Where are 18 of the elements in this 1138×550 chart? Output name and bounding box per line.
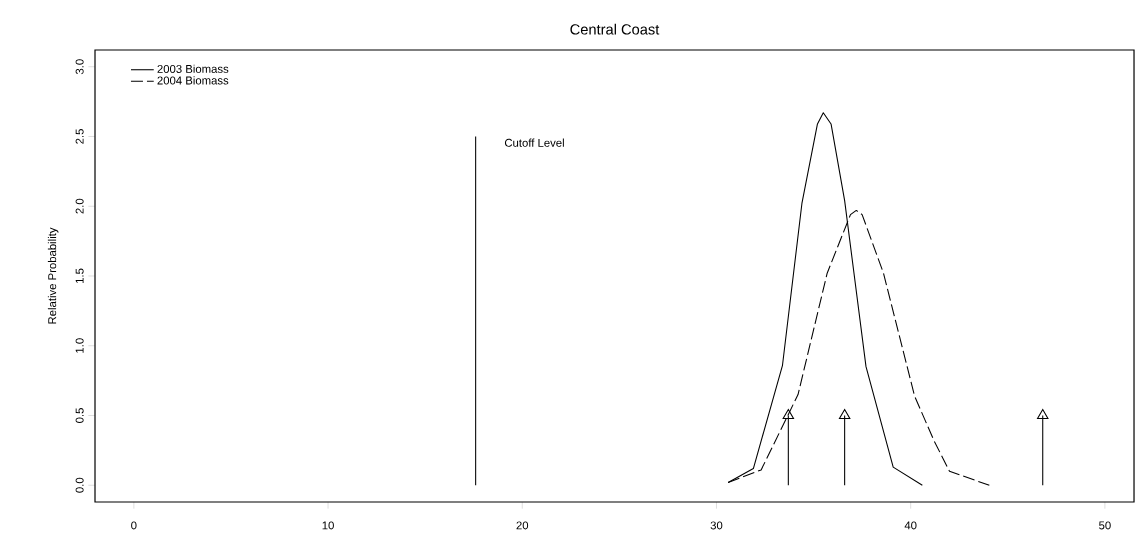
y-tick-label: 3.0 [75, 59, 84, 75]
chart-title: Central Coast [570, 23, 660, 35]
x-tick-label: 50 [1099, 521, 1111, 530]
y-tick-label: 1.0 [75, 338, 84, 353]
legend-label: 2003 Biomass [157, 64, 229, 73]
y-tick-label: 2.5 [75, 129, 84, 144]
x-tick-label: 0 [131, 521, 137, 530]
y-axis-title: Relative Probability [47, 227, 59, 324]
x-tick-label: 20 [516, 521, 529, 530]
y-tick-label: 1.5 [75, 268, 84, 284]
y-tick-label: 0.5 [75, 408, 84, 423]
y-tick-label: 2.0 [75, 198, 84, 214]
legend-label: 2004 Biomass [157, 76, 229, 85]
x-tick-label: 30 [710, 521, 723, 530]
x-tick-label: 40 [904, 521, 917, 530]
y-tick-label: 0.0 [75, 477, 84, 493]
x-tick-label: 10 [322, 521, 334, 530]
annotation: Cutoff Level [504, 138, 564, 147]
